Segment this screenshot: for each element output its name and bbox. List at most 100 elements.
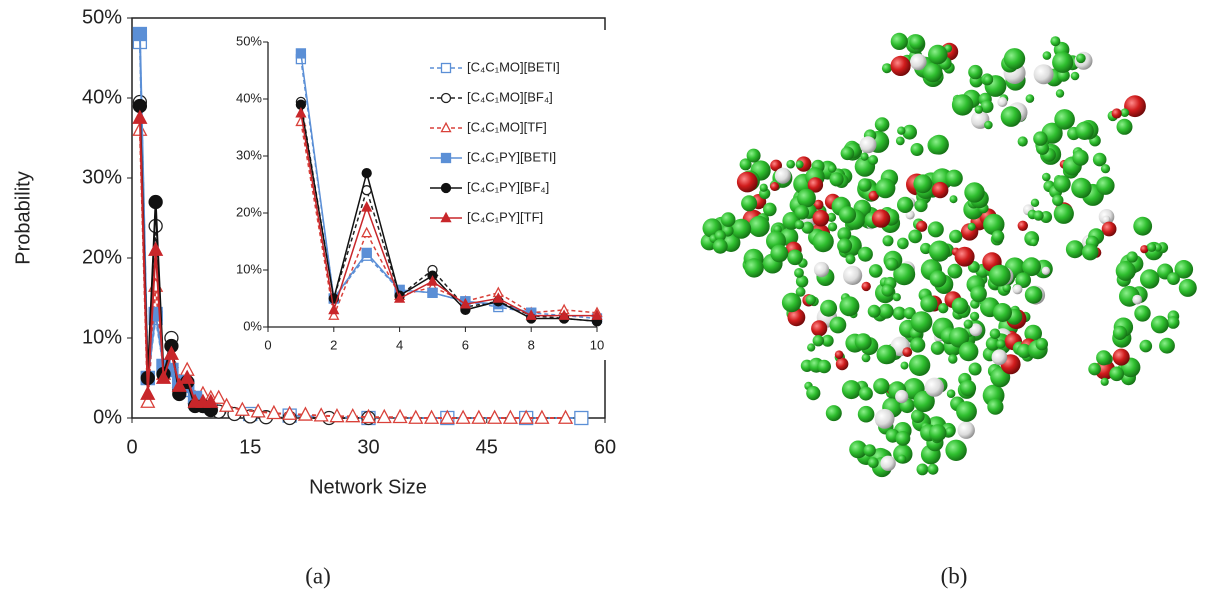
atom xyxy=(875,409,895,429)
y-tick-label: 10% xyxy=(82,326,122,348)
atom xyxy=(928,464,939,475)
inset: 0%10%20%30%40%50%0246810[C₄C₁MO][BETI][C… xyxy=(198,30,609,360)
atom xyxy=(947,389,956,398)
atom xyxy=(908,230,922,244)
atom xyxy=(928,45,948,65)
atom xyxy=(1056,89,1064,97)
atom xyxy=(830,172,844,186)
marker xyxy=(394,410,407,422)
y-tick-label: 30% xyxy=(82,166,122,188)
atom xyxy=(1096,350,1111,365)
atom xyxy=(1042,267,1050,275)
atom xyxy=(964,182,984,202)
atom xyxy=(992,349,1008,365)
atom xyxy=(749,216,770,237)
atom xyxy=(896,137,905,146)
y-tick-label: 10% xyxy=(236,261,262,276)
atom xyxy=(836,358,849,371)
atom xyxy=(975,105,983,113)
atom xyxy=(1096,177,1114,195)
legend-label: [C₄C₁PY][BETI] xyxy=(467,149,556,164)
atom xyxy=(968,65,982,79)
atom xyxy=(1034,64,1054,84)
y-tick-label: 40% xyxy=(82,86,122,108)
atom xyxy=(1030,238,1038,246)
atom xyxy=(813,335,824,346)
atom xyxy=(811,320,827,336)
x-tick-label: 15 xyxy=(239,436,261,458)
atom xyxy=(923,63,943,83)
atom xyxy=(837,238,852,253)
marker xyxy=(149,196,162,209)
atom xyxy=(770,182,779,191)
atom xyxy=(882,63,892,73)
atom xyxy=(1004,48,1025,69)
atom xyxy=(820,300,837,317)
atom xyxy=(775,168,791,184)
atom xyxy=(737,172,758,193)
atom xyxy=(835,350,844,359)
marker xyxy=(442,154,451,163)
atom xyxy=(860,153,868,161)
atom xyxy=(1167,272,1180,285)
atom xyxy=(949,230,962,243)
atom xyxy=(913,174,932,193)
y-tick-label: 50% xyxy=(236,33,262,48)
atom xyxy=(895,390,908,403)
y-tick-label: 20% xyxy=(236,204,262,219)
atom xyxy=(747,149,761,163)
atom xyxy=(875,117,890,132)
atom xyxy=(1159,338,1175,354)
atom xyxy=(872,209,890,227)
x-tick-label: 30 xyxy=(357,436,379,458)
atom xyxy=(744,258,763,277)
x-axis-label: Network Size xyxy=(309,476,427,498)
atom xyxy=(1179,279,1197,297)
atom xyxy=(858,178,872,192)
legend-label: [C₄C₁MO][TF] xyxy=(467,119,547,134)
atom xyxy=(843,266,862,285)
atom xyxy=(721,212,736,227)
atom xyxy=(928,221,944,237)
atom xyxy=(969,363,982,376)
y-tick-label: 20% xyxy=(82,246,122,268)
atom xyxy=(1132,295,1142,305)
atom xyxy=(930,270,947,287)
atom xyxy=(795,220,804,229)
atom xyxy=(992,230,1005,243)
atom xyxy=(813,210,830,227)
atom xyxy=(794,268,804,278)
atom xyxy=(1140,340,1153,353)
atom xyxy=(842,380,861,399)
atom xyxy=(877,345,897,365)
atom xyxy=(983,75,993,85)
atom xyxy=(1112,108,1122,118)
x-tick-label: 0 xyxy=(126,436,137,458)
atom xyxy=(855,333,872,350)
atom xyxy=(987,399,1003,415)
atom xyxy=(1117,119,1133,135)
atom xyxy=(902,347,912,357)
atom xyxy=(1140,269,1159,288)
atom xyxy=(1033,210,1043,220)
atom xyxy=(929,424,946,441)
atom xyxy=(841,147,855,161)
atom xyxy=(796,287,806,297)
atom xyxy=(945,440,966,461)
marker xyxy=(428,288,437,297)
atom xyxy=(891,56,911,76)
marker xyxy=(133,28,146,41)
atom xyxy=(1052,195,1063,206)
legend-label: [C₄C₁MO][BETI] xyxy=(467,59,560,74)
atom xyxy=(875,178,895,198)
atom xyxy=(787,249,803,265)
x-tick-label: 6 xyxy=(462,337,469,352)
atom xyxy=(1043,51,1052,60)
y-tick-label: 40% xyxy=(236,90,262,105)
atom xyxy=(839,296,859,316)
atom xyxy=(909,35,924,50)
marker xyxy=(378,410,391,422)
atom xyxy=(956,401,977,422)
inset-background xyxy=(198,30,609,360)
marker xyxy=(362,169,371,178)
